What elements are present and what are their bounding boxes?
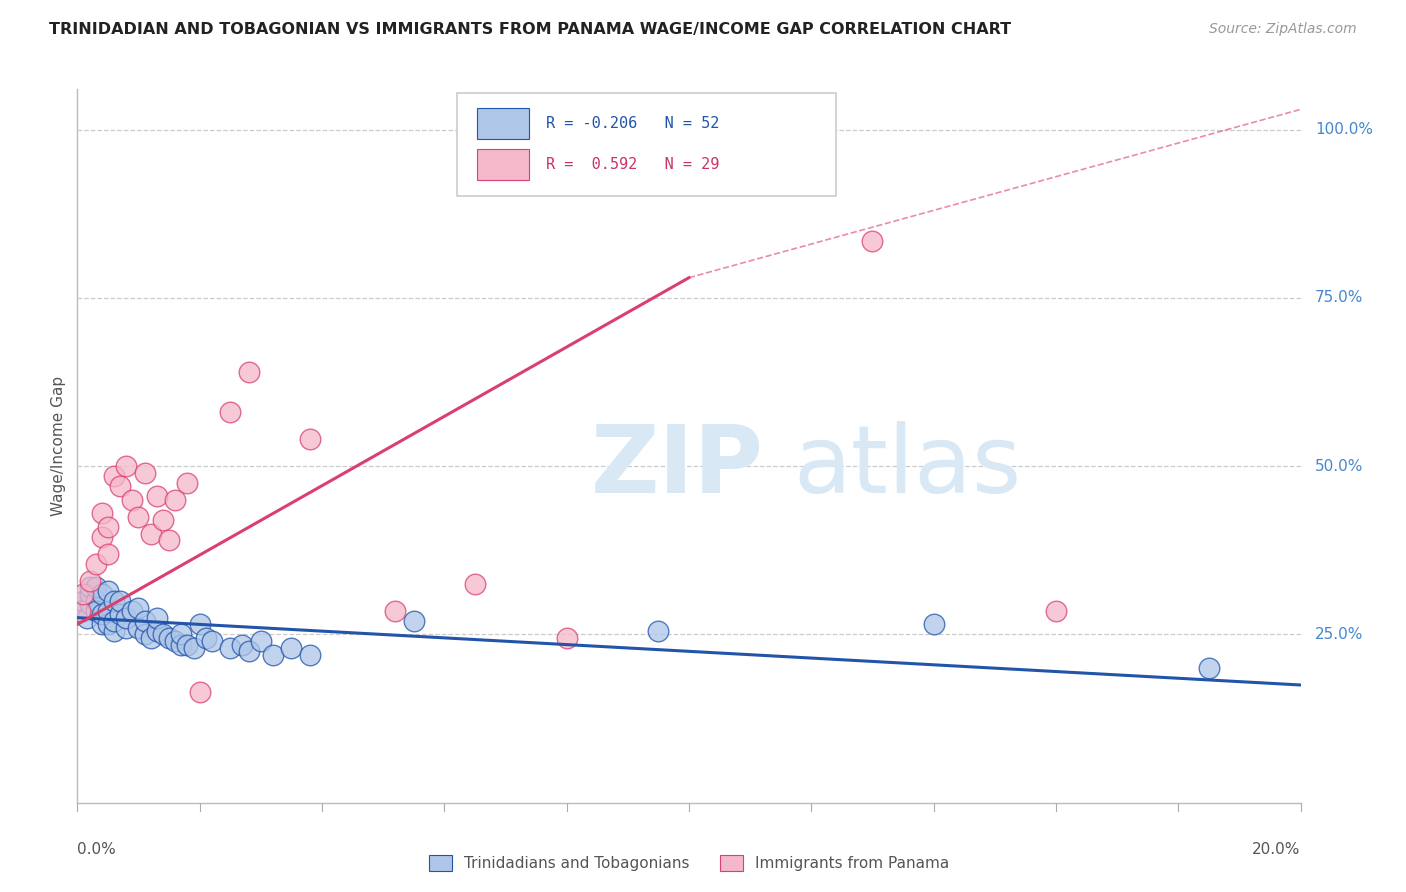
- Point: [176, 476, 198, 491]
- Point: [90, 587, 112, 601]
- Text: Source: ZipAtlas.com: Source: ZipAtlas.com: [1209, 22, 1357, 37]
- Point: [183, 640, 205, 655]
- Point: [90, 617, 112, 632]
- Text: R =  0.592   N = 29: R = 0.592 N = 29: [546, 157, 720, 171]
- Point: [146, 610, 169, 624]
- Text: TRINIDADIAN AND TOBAGONIAN VS IMMIGRANTS FROM PANAMA WAGE/INCOME GAP CORRELATION: TRINIDADIAN AND TOBAGONIAN VS IMMIGRANTS…: [49, 22, 1011, 37]
- Point: [134, 466, 156, 480]
- Point: [134, 627, 156, 641]
- Point: [97, 583, 120, 598]
- Point: [84, 594, 107, 608]
- Point: [103, 594, 125, 608]
- Point: [1045, 604, 1067, 618]
- Point: [90, 607, 112, 622]
- Point: [1198, 661, 1220, 675]
- Point: [201, 634, 224, 648]
- Point: [69, 604, 91, 618]
- Point: [139, 526, 162, 541]
- Point: [103, 614, 125, 628]
- Point: [157, 631, 180, 645]
- Point: [238, 365, 260, 379]
- Point: [250, 634, 273, 648]
- Point: [97, 604, 120, 618]
- Point: [402, 614, 425, 628]
- Point: [146, 624, 169, 639]
- Point: [79, 580, 101, 594]
- Point: [72, 604, 94, 618]
- Point: [90, 506, 112, 520]
- Bar: [477, 149, 529, 180]
- Text: atlas: atlas: [793, 421, 1021, 514]
- Point: [69, 600, 91, 615]
- Text: 25.0%: 25.0%: [1315, 627, 1364, 642]
- Point: [157, 533, 180, 548]
- Point: [146, 490, 169, 504]
- Point: [76, 610, 98, 624]
- Point: [108, 607, 131, 622]
- Point: [219, 640, 242, 655]
- Point: [72, 587, 94, 601]
- Point: [464, 577, 486, 591]
- Point: [170, 638, 193, 652]
- Point: [127, 621, 149, 635]
- Point: [108, 479, 131, 493]
- Point: [298, 432, 321, 446]
- Point: [127, 509, 149, 524]
- Text: 100.0%: 100.0%: [1315, 122, 1374, 137]
- Point: [84, 604, 107, 618]
- Point: [152, 513, 174, 527]
- Point: [97, 547, 120, 561]
- Point: [219, 405, 242, 419]
- Point: [84, 557, 107, 571]
- Point: [72, 594, 94, 608]
- Point: [922, 617, 945, 632]
- Point: [121, 604, 143, 618]
- Point: [238, 644, 260, 658]
- Point: [170, 627, 193, 641]
- Point: [152, 627, 174, 641]
- Point: [280, 640, 302, 655]
- Point: [115, 610, 138, 624]
- Point: [862, 234, 884, 248]
- Text: 0.0%: 0.0%: [77, 842, 117, 857]
- Point: [121, 492, 143, 507]
- Point: [103, 469, 125, 483]
- Legend: Trinidadians and Tobagonians, Immigrants from Panama: Trinidadians and Tobagonians, Immigrants…: [423, 849, 955, 877]
- Y-axis label: Wage/Income Gap: Wage/Income Gap: [51, 376, 66, 516]
- Point: [165, 634, 187, 648]
- Point: [90, 530, 112, 544]
- Point: [84, 580, 107, 594]
- Point: [188, 684, 211, 698]
- Point: [262, 648, 284, 662]
- Point: [108, 594, 131, 608]
- Point: [127, 600, 149, 615]
- Point: [165, 492, 187, 507]
- Point: [176, 638, 198, 652]
- Point: [79, 597, 101, 611]
- Point: [79, 574, 101, 588]
- Point: [647, 624, 669, 639]
- Point: [298, 648, 321, 662]
- Text: R = -0.206   N = 52: R = -0.206 N = 52: [546, 116, 720, 131]
- Text: 50.0%: 50.0%: [1315, 458, 1364, 474]
- Point: [555, 631, 578, 645]
- Point: [188, 617, 211, 632]
- Text: 20.0%: 20.0%: [1253, 842, 1301, 857]
- FancyBboxPatch shape: [457, 93, 835, 196]
- Point: [115, 459, 138, 474]
- Text: 75.0%: 75.0%: [1315, 291, 1364, 305]
- Point: [134, 614, 156, 628]
- Point: [115, 621, 138, 635]
- Point: [103, 624, 125, 639]
- Point: [384, 604, 406, 618]
- Point: [97, 617, 120, 632]
- Bar: [477, 109, 529, 139]
- Point: [79, 587, 101, 601]
- Point: [97, 520, 120, 534]
- Point: [194, 631, 217, 645]
- Point: [139, 631, 162, 645]
- Point: [231, 638, 253, 652]
- Text: ZIP: ZIP: [591, 421, 763, 514]
